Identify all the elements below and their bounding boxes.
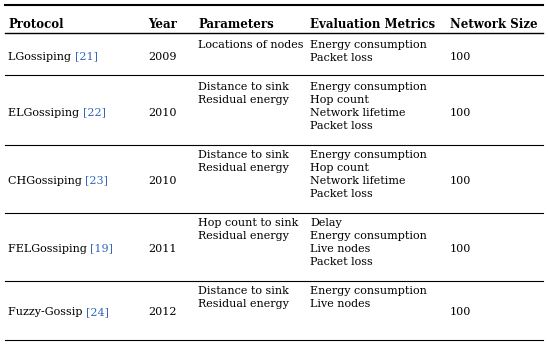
- Text: Energy consumption: Energy consumption: [310, 286, 427, 296]
- Text: Energy consumption: Energy consumption: [310, 40, 427, 50]
- Text: Protocol: Protocol: [8, 18, 64, 31]
- Text: Distance to sink: Distance to sink: [198, 150, 289, 160]
- Text: Fuzzy-Gossip: Fuzzy-Gossip: [8, 307, 86, 317]
- Text: Delay: Delay: [310, 218, 342, 228]
- Text: Parameters: Parameters: [198, 18, 274, 31]
- Text: Packet loss: Packet loss: [310, 189, 373, 199]
- Text: Network Size: Network Size: [450, 18, 538, 31]
- Text: Hop count to sink: Hop count to sink: [198, 218, 298, 228]
- Text: Hop count: Hop count: [310, 163, 369, 173]
- Text: Network lifetime: Network lifetime: [310, 108, 406, 118]
- Text: Live nodes: Live nodes: [310, 299, 370, 309]
- Text: 2012: 2012: [148, 307, 176, 317]
- Text: Packet loss: Packet loss: [310, 257, 373, 267]
- Text: CHGossiping: CHGossiping: [8, 175, 85, 185]
- Text: Network lifetime: Network lifetime: [310, 176, 406, 186]
- Text: Energy consumption: Energy consumption: [310, 231, 427, 241]
- Text: Locations of nodes: Locations of nodes: [198, 40, 304, 50]
- Text: [22]: [22]: [83, 108, 106, 118]
- Text: Year: Year: [148, 18, 177, 31]
- Text: [23]: [23]: [85, 175, 109, 185]
- Text: Hop count: Hop count: [310, 95, 369, 105]
- Text: 100: 100: [450, 244, 471, 253]
- Text: Energy consumption: Energy consumption: [310, 150, 427, 160]
- Text: ELGossiping: ELGossiping: [8, 108, 83, 118]
- Text: Distance to sink: Distance to sink: [198, 286, 289, 296]
- Text: Distance to sink: Distance to sink: [198, 82, 289, 92]
- Text: 2009: 2009: [148, 52, 176, 62]
- Text: 100: 100: [450, 52, 471, 62]
- Text: 100: 100: [450, 108, 471, 118]
- Text: 100: 100: [450, 175, 471, 185]
- Text: Energy consumption: Energy consumption: [310, 82, 427, 92]
- Text: Packet loss: Packet loss: [310, 53, 373, 63]
- Text: [24]: [24]: [86, 307, 109, 317]
- Text: Residual energy: Residual energy: [198, 299, 289, 309]
- Text: [21]: [21]: [75, 52, 98, 62]
- Text: Residual energy: Residual energy: [198, 163, 289, 173]
- Text: 100: 100: [450, 307, 471, 317]
- Text: 2011: 2011: [148, 244, 176, 253]
- Text: FELGossiping: FELGossiping: [8, 244, 90, 253]
- Text: Live nodes: Live nodes: [310, 244, 370, 254]
- Text: Evaluation Metrics: Evaluation Metrics: [310, 18, 435, 31]
- Text: [19]: [19]: [90, 244, 113, 253]
- Text: LGossiping: LGossiping: [8, 52, 75, 62]
- Text: Packet loss: Packet loss: [310, 121, 373, 131]
- Text: 2010: 2010: [148, 175, 176, 185]
- Text: Residual energy: Residual energy: [198, 95, 289, 105]
- Text: 2010: 2010: [148, 108, 176, 118]
- Text: Residual energy: Residual energy: [198, 231, 289, 241]
